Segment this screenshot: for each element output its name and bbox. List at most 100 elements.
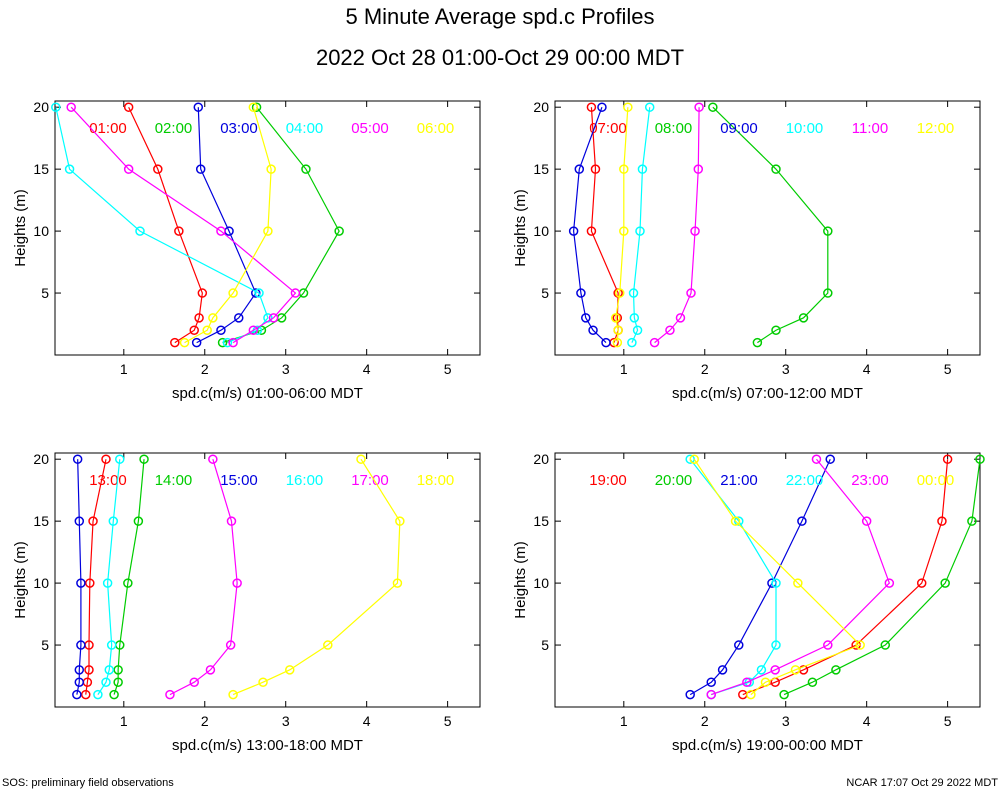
series-line [693,458,862,696]
data-point [686,288,696,298]
x-tick-label: 5 [444,713,452,729]
data-point [123,164,134,174]
data-point [779,689,789,700]
x-tick-label: 4 [863,361,871,377]
series-2300 [706,454,895,700]
data-point [574,164,585,174]
chart-panel-2: 1 2 3 4 5 5 10 15 20 spd.c(m/s) 07:00-12:00 MDT He… [512,99,981,402]
y-tick-label: 15 [33,161,49,177]
data-point [730,516,741,526]
y-tick-label: 5 [541,285,549,301]
series-line [85,459,107,695]
data-point [694,102,704,112]
data-point [967,516,977,526]
data-point [106,640,117,650]
data-point [179,337,190,348]
series-line [711,458,891,696]
x-axis-label: spd.c(m/s) 07:00-12:00 MDT [672,385,863,402]
data-point [629,313,640,323]
series-0500 [66,102,301,348]
legend-entry: 12:00 [917,120,955,137]
data-point [746,689,756,700]
legend-entry: 00:00 [917,472,955,489]
series-2100 [685,454,835,700]
series-0000 [689,454,865,700]
data-point [823,640,833,650]
data-point [109,689,119,700]
series-2200 [685,454,781,700]
x-tick-label: 1 [120,713,128,729]
data-point [628,288,639,298]
data-point [254,288,264,298]
y-tick-label: 10 [33,575,49,591]
data-point [216,325,226,335]
legend-entry: 13:00 [89,472,127,489]
series-1900 [738,454,953,700]
series-1500 [72,454,86,700]
data-point [266,164,276,174]
y-tick-label: 20 [33,451,49,467]
data-point [195,164,206,174]
series-line [573,106,607,344]
x-tick-label: 3 [782,713,790,729]
data-point [623,102,633,112]
data-point [165,689,175,700]
legend-entry: 18:00 [417,472,455,489]
data-point [825,454,835,464]
y-tick-label: 20 [33,99,49,115]
data-point [734,640,744,650]
data-point [139,454,149,464]
footer-note: SOS: preliminary field observations [2,777,174,789]
data-point [632,325,643,335]
series-line [783,459,981,696]
data-point [568,226,579,236]
data-point [637,164,648,174]
data-point [226,516,237,526]
data-point [942,454,953,464]
data-point [88,516,98,526]
legend-entry: 20:00 [655,472,693,489]
data-point [81,689,91,700]
plot-frame [554,452,981,708]
series-line [70,106,297,344]
data-point [268,313,279,323]
data-point [586,226,597,236]
series-1600 [93,454,125,700]
data-point [356,454,366,464]
data-point [51,102,61,112]
x-tick-label: 2 [201,713,209,729]
data-point [222,337,233,348]
data-point [205,665,216,675]
series-2000 [779,454,985,700]
data-point [197,288,208,298]
footer-timestamp: NCAR 17:07 Oct 29 2022 MDT [846,777,998,789]
data-point [861,516,872,526]
y-tick-label: 10 [533,223,549,239]
legend-entry: 09:00 [720,120,758,137]
data-point [101,454,111,464]
data-point [153,164,163,174]
data-point [85,578,95,588]
series-line [76,459,82,695]
x-axis-label: spd.c(m/s) 01:00-06:00 MDT [172,385,363,402]
y-axis-label: Heights (m) [12,541,29,619]
y-axis-label: Heights (m) [12,189,29,267]
data-point [685,689,695,700]
series-1000 [627,102,655,348]
data-point [693,164,704,174]
data-point [258,677,268,687]
data-point [689,454,699,464]
data-point [586,102,597,112]
data-point [301,164,311,174]
data-point [771,325,781,335]
data-point [880,640,891,650]
y-tick-label: 20 [533,451,549,467]
x-tick-label: 4 [363,713,371,729]
series-line [654,107,700,344]
y-tick-label: 5 [541,637,549,653]
data-point [248,102,259,112]
x-axis-label: spd.c(m/s) 13:00-18:00 MDT [172,737,363,754]
x-tick-label: 1 [620,361,628,377]
legend-entry: 04:00 [286,120,324,137]
data-point [601,337,611,348]
